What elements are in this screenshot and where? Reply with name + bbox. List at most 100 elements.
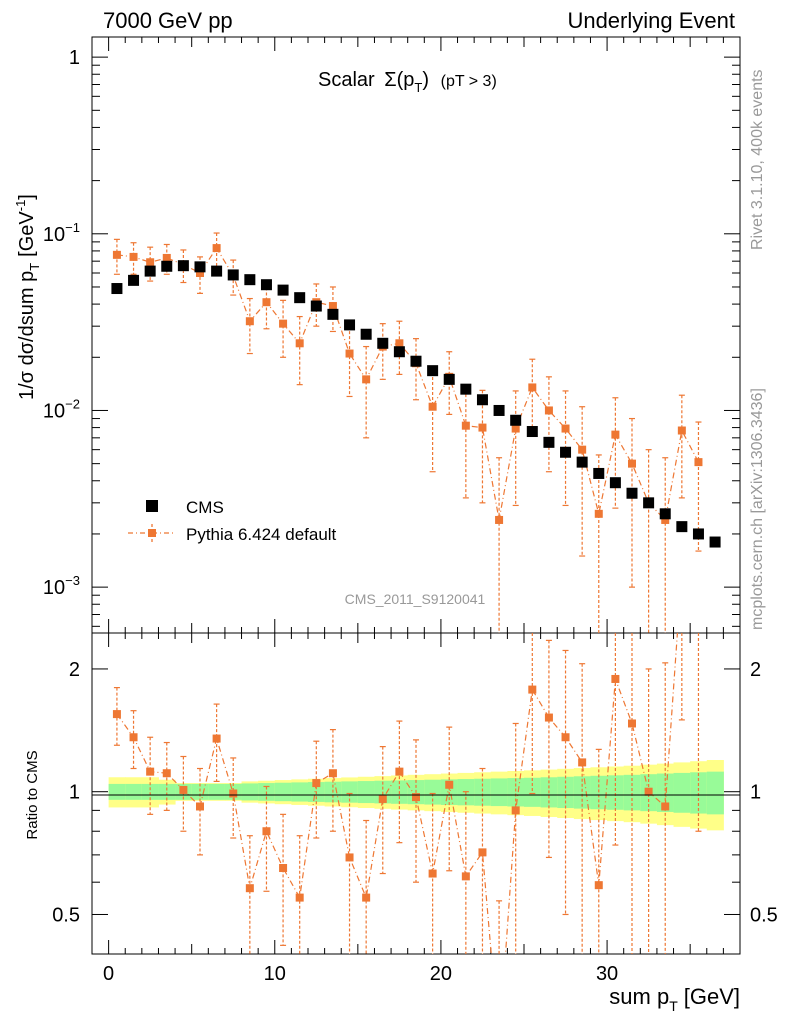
mc-point [461,421,470,430]
data-point [692,528,704,540]
y-tick-label-main: 10−3 [43,573,80,599]
y-tick-label-ratio-right: 2 [750,659,761,681]
data-point [643,497,655,509]
main-y-label: 1/σ dσ/dsum pT[GeV-1] [13,194,42,400]
ratio-point [212,734,221,743]
band-inner-bin [507,778,525,807]
ratio-point [412,793,420,802]
ratio-point [511,806,520,815]
band-inner-bin [524,777,542,807]
x-tick-label: 30 [596,963,618,985]
y-tick-label-ratio-right: 1 [750,782,761,804]
mc-point [262,298,271,307]
ratio-point [428,869,437,878]
band-inner-bin [474,778,492,806]
side-label-mcplots: mcplots.cern.ch [arXiv:1306.3436] [749,388,766,630]
data-point [543,436,555,448]
ratio-point [179,785,188,794]
plot-title: Scalar Σ(pT) (pT > 3) [318,69,497,95]
mc-point [395,339,404,348]
mc-point [511,424,520,433]
band-inner-bin [291,782,309,802]
ratio-point [196,802,204,811]
mc-point [328,302,337,311]
y-tick-label-ratio-right: 0.5 [750,904,778,926]
data-point [393,346,405,358]
band-inner-bin [141,783,159,800]
ratio-point [279,864,288,873]
legend-mc-marker [148,529,156,537]
legend-mc-label: Pythia 6.424 default [186,525,337,544]
band-inner-bin [341,781,359,803]
header-right: Underlying Event [567,8,735,33]
ratio-point [312,779,321,788]
data-point [460,383,472,395]
data-point [560,446,572,458]
data-point [327,308,339,320]
data-point [360,328,372,340]
data-point [410,355,422,367]
mc-ratio-series [112,633,702,954]
data-point [377,337,389,349]
band-inner-bin [607,775,625,810]
band-inner-bin [656,773,675,812]
band-inner-bin [158,783,176,800]
header-left: 7000 GeV pp [103,8,233,33]
mc-point [594,509,603,518]
ratio-point [129,733,138,742]
mc-point [428,402,437,411]
ratio-point [628,719,636,728]
ratio-point [528,685,537,694]
band-inner-bin [125,783,143,800]
legend-data-marker [146,500,158,512]
ratio-point [262,827,271,836]
y-tick-label-main: 10−2 [43,396,80,422]
data-point [676,521,688,533]
band-inner-bin [108,783,126,800]
data-point [177,260,189,272]
mc-point [345,349,354,358]
data-point [659,508,671,520]
mc-point [212,244,221,253]
mc-point [677,426,686,435]
ratio-point [112,710,121,719]
y-tick-label-ratio-left: 2 [69,659,80,681]
y-tick-label-main: 1 [69,47,80,69]
mc-line [116,246,699,522]
band-inner-bin [191,783,209,800]
ratio-point [245,884,254,893]
data-point [427,365,439,377]
ratio-line [116,633,679,954]
band-inner-bin [490,778,508,807]
data-point [277,284,289,296]
x-tick-label: 20 [430,963,452,985]
mc-point [362,375,371,384]
band-inner-bin [424,779,442,805]
data-point [443,373,455,385]
ratio-point [594,881,603,890]
mc-point [495,515,504,524]
data-point [260,279,272,291]
ratio-point [345,853,354,862]
mc-point [129,252,138,261]
ratio-point [146,767,155,776]
ratio-point [544,713,553,722]
band-inner-bin [241,783,259,801]
ratio-point [578,758,587,767]
mc-point [478,423,487,432]
ratio-point [478,848,487,857]
data-point [294,292,306,304]
band-inner-bin [208,783,226,800]
data-point [128,274,140,286]
mc-point [661,515,670,524]
data-point [526,426,538,438]
mc-point [295,339,304,348]
data-point [593,467,605,479]
mc-point [162,253,171,262]
data-point [709,536,721,548]
mc-point [694,458,703,467]
mc-point [611,430,620,439]
band-inner-bin [623,774,641,811]
mc-point [196,268,204,277]
mc-point [561,424,570,433]
